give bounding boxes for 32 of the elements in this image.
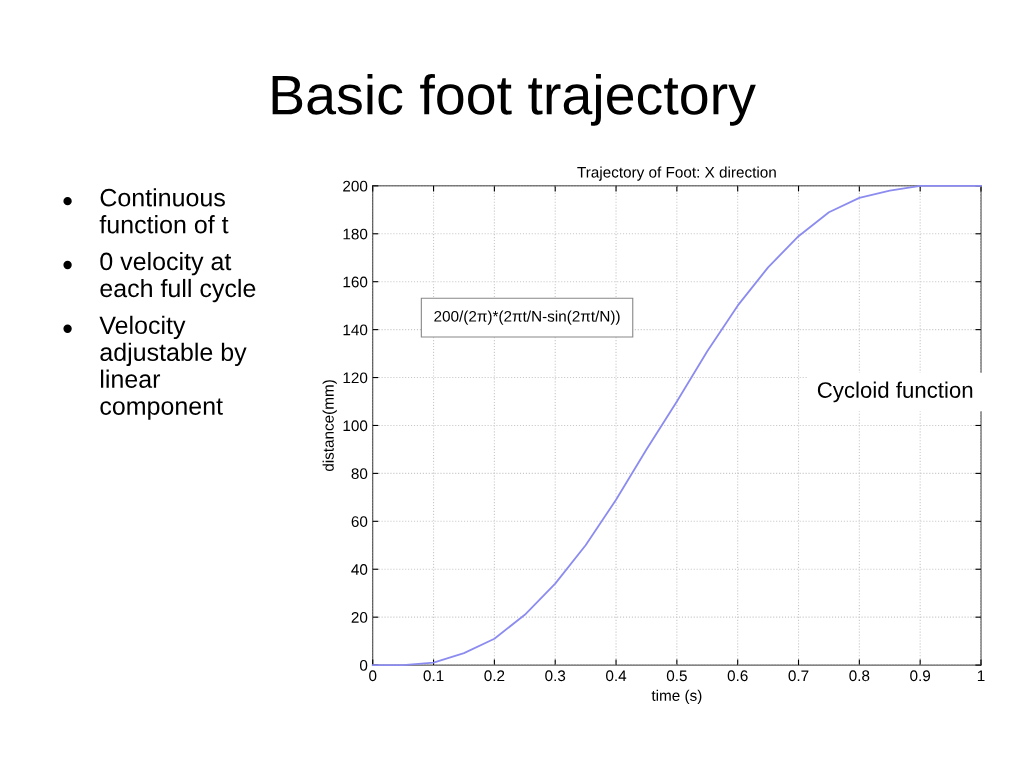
annotation: 200/(2π)*(2πt/N-sin(2πt/N)): [434, 310, 620, 325]
x-tick-label: 0.7: [788, 670, 809, 682]
y-tick-label: 40: [351, 564, 368, 575]
x-tick-label: 0.3: [545, 670, 566, 682]
y-tick-label: 200: [343, 180, 368, 192]
y-tick-label: 140: [343, 324, 368, 336]
x-tick-label: 0.1: [423, 670, 444, 682]
chart-title: Basic foot trajectory: [272, 73, 756, 126]
x-tick-label: 1: [977, 670, 985, 682]
x-tick-label: 0.2: [484, 670, 505, 682]
chart-subtitle: Trajectory of Foot: X direction: [577, 166, 776, 181]
x-tick-label: 0.5: [666, 670, 687, 682]
annotation: Cycloid function: [817, 381, 973, 403]
text: 0 velocity at each full cycle: [100, 251, 256, 303]
y-tick-label: 0: [359, 659, 368, 671]
x-tick-label: 0.8: [849, 670, 870, 682]
y-axis-title: distance(mm): [322, 380, 337, 472]
y-tick-label: 100: [343, 420, 368, 432]
y-tick-label: 120: [343, 372, 368, 384]
y-tick-label: 160: [343, 276, 368, 288]
line-series: [371, 184, 982, 666]
y-tick-label: 180: [343, 228, 368, 240]
x-tick-label: 0.6: [727, 670, 748, 682]
x-tick-label: 0.4: [606, 670, 627, 682]
text: Velocity adjustable by linear component: [99, 315, 247, 420]
x-tick-label: 0: [369, 670, 377, 682]
x-axis-title: time (s): [651, 689, 702, 704]
x-tick-label: 0.9: [910, 670, 931, 682]
y-tick-label: 20: [351, 612, 368, 623]
y-tick-label: 80: [351, 468, 368, 480]
text: Continuous function of t: [99, 188, 229, 234]
y-tick-label: 60: [351, 516, 368, 527]
